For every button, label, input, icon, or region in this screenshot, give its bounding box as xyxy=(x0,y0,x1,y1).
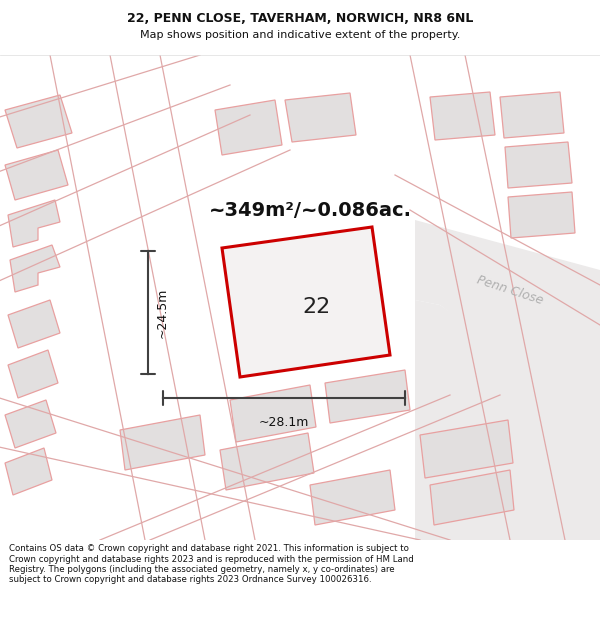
Polygon shape xyxy=(420,420,513,478)
Polygon shape xyxy=(5,448,52,495)
Text: ~28.1m: ~28.1m xyxy=(259,416,309,429)
Polygon shape xyxy=(5,150,68,200)
Polygon shape xyxy=(508,192,575,238)
Polygon shape xyxy=(5,95,72,148)
Text: ~349m²/~0.086ac.: ~349m²/~0.086ac. xyxy=(209,201,412,219)
Text: Map shows position and indicative extent of the property.: Map shows position and indicative extent… xyxy=(140,29,460,39)
Polygon shape xyxy=(230,385,316,442)
Text: Penn Close: Penn Close xyxy=(475,273,545,307)
Polygon shape xyxy=(5,400,56,448)
Polygon shape xyxy=(8,200,60,247)
Polygon shape xyxy=(415,300,465,377)
Text: ~24.5m: ~24.5m xyxy=(156,288,169,338)
Polygon shape xyxy=(8,300,60,348)
Polygon shape xyxy=(220,433,314,490)
Text: 22, PENN CLOSE, TAVERHAM, NORWICH, NR8 6NL: 22, PENN CLOSE, TAVERHAM, NORWICH, NR8 6… xyxy=(127,12,473,25)
Polygon shape xyxy=(310,470,395,525)
Polygon shape xyxy=(505,142,572,188)
Polygon shape xyxy=(10,245,60,292)
Polygon shape xyxy=(285,93,356,142)
Polygon shape xyxy=(8,350,58,398)
Polygon shape xyxy=(430,470,514,525)
Polygon shape xyxy=(415,220,600,540)
Polygon shape xyxy=(215,100,282,155)
Polygon shape xyxy=(430,92,495,140)
Text: Contains OS data © Crown copyright and database right 2021. This information is : Contains OS data © Crown copyright and d… xyxy=(9,544,414,584)
Polygon shape xyxy=(120,415,205,470)
Polygon shape xyxy=(500,92,564,138)
Text: 22: 22 xyxy=(302,297,330,317)
Polygon shape xyxy=(222,227,390,377)
Polygon shape xyxy=(325,370,410,423)
